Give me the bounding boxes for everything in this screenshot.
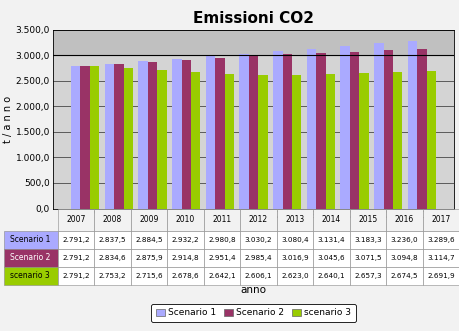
Bar [181,60,191,209]
Bar [80,66,90,209]
Bar [341,46,350,209]
Bar [206,56,215,209]
Bar [359,73,369,209]
Bar [249,56,258,209]
Bar [326,74,335,209]
Bar [292,74,302,209]
Text: anno: anno [241,285,267,295]
Bar [316,53,326,209]
Bar [258,75,268,209]
Legend: Scenario 1, Scenario 2, scenario 3: Scenario 1, Scenario 2, scenario 3 [151,304,356,322]
Bar [307,49,316,209]
Bar [273,51,283,209]
Bar [350,52,359,209]
Bar [427,71,436,209]
Bar [283,55,292,209]
Bar [123,68,133,209]
Title: Emissioni CO2: Emissioni CO2 [193,11,314,26]
Bar [191,72,201,209]
Bar [240,54,249,209]
Bar [114,64,123,209]
Bar [148,62,157,209]
Bar [408,40,417,209]
Bar [224,73,234,209]
Bar [90,66,99,209]
Bar [374,43,384,209]
Bar [384,51,393,209]
Bar [172,59,181,209]
Bar [71,66,80,209]
Bar [215,58,224,209]
Bar [53,30,454,55]
Bar [139,61,148,209]
Bar [157,70,167,209]
Bar [105,64,114,209]
Y-axis label: t / a n n o: t / a n n o [3,96,13,143]
Bar [417,49,427,209]
Bar [393,72,403,209]
